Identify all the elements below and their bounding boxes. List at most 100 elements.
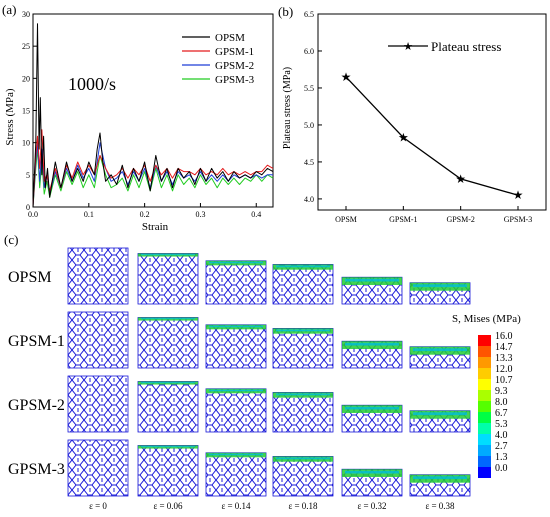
x-tick-label: OPSM [335,215,357,224]
star-marker: ★ [341,70,352,84]
panel-a-y-ticks: 0 5 10 15 20 25 30 [22,10,37,212]
y-tick-label: 10 [22,139,30,148]
contour-cell [67,247,129,305]
panel-a-x-ticks: 0.0 0.1 0.2 0.3 0.4 [28,203,261,219]
panel-b-legend: ★ Plateau stress [388,39,501,54]
panel-c-colorbar: 16.014.713.312.010.79.38.06.75.34.02.71.… [478,331,513,478]
legend-label: GPSM-2 [215,60,254,72]
lattice-outline [67,311,129,369]
legend-label: Plateau stress [431,39,501,54]
colorbar-label: 9.3 [495,386,508,397]
colorbar-swatch [478,423,491,434]
column-label: ε = 0.38 [425,501,455,511]
series-line-gpsm-1 [32,129,274,208]
lattice-structure [273,328,333,368]
lattice-outline [67,247,129,305]
y-tick-label: 15 [22,107,30,116]
lattice-structure [138,317,198,368]
contour-cell [409,346,471,369]
series-line-gpsm-3 [32,148,274,208]
star-marker: ★ [513,188,524,202]
y-tick-label: 25 [22,42,30,51]
high-stress-band [209,453,263,456]
legend-label: GPSM-3 [215,74,255,86]
x-tick-label: 0.0 [28,210,38,219]
contour-cell [137,445,199,497]
panel-a-x-axis-title: Strain [142,221,169,233]
high-stress-band [141,254,195,256]
panel-b-y-ticks: 4.0 4.5 5.0 5.5 6.0 6.5 [304,10,322,204]
lattice-structure [206,260,266,304]
panel-a-annotation: 1000/s [68,74,116,94]
high-stress-band [209,325,263,328]
colorbar-swatch [478,412,491,423]
row-label: GPSM-3 [8,461,65,478]
colorbar-label: 2.7 [495,441,508,452]
panel-b-x-ticks: OPSM GPSM-1 GPSM-2 GPSM-3 [335,206,532,224]
contour-cell [409,282,471,305]
y-tick-label: 6.5 [304,10,314,19]
plateau-stress-line [345,76,519,196]
colorbar-swatch [478,467,491,478]
contour-cell [205,324,267,369]
contour-cell [409,474,471,497]
panel-a: (a) Stress (MPa) Strain 1000/s 0 5 10 15 20 2… [2,2,274,233]
contour-cell [272,328,334,369]
contour-cell [341,340,403,369]
high-stress-band [209,389,263,392]
y-tick-label: 6.0 [304,47,314,56]
colorbar-label: 13.3 [495,353,513,364]
y-tick-label: 30 [22,10,30,19]
lattice-structure [68,376,128,432]
colorbar-swatch [478,390,491,401]
legend-label: OPSM [215,32,245,44]
lattice-structure [138,253,198,304]
lattice-structure [273,456,333,496]
star-marker: ★ [398,131,409,145]
colorbar-label: 14.7 [495,342,513,353]
colorbar-swatch [478,445,491,456]
contour-cell [67,439,129,497]
lattice-outline [67,439,129,497]
high-stress-band [345,278,399,282]
contour-cell [205,260,267,305]
panel-c-column-labels: ε = 0 ε = 0.06 ε = 0.14 ε = 0.18 ε = 0.32 ε =… [89,501,455,511]
panel-b-label: (b) [278,4,293,19]
panel-a-legend: OPSM GPSM-1 GPSM-2 GPSM-3 [182,32,255,86]
y-tick-label: 0 [26,203,30,212]
panel-b: (b) Plateau stress (MPa) 4.0 4.5 5.0 5.5 6.0… [278,4,547,224]
high-stress-band [345,470,399,474]
column-label: ε = 0.18 [288,501,318,511]
x-tick-label: GPSM-1 [389,215,417,224]
panel-b-series: ★ ★ ★ ★ [341,70,524,202]
y-tick-label: 5.0 [304,121,314,130]
lattice-structure [68,440,128,496]
colorbar-label: 1.3 [495,452,508,463]
high-stress-band [141,318,195,320]
contour-cell [272,392,334,433]
high-stress-band [413,284,467,288]
high-stress-band [413,348,467,352]
panel-a-series [32,23,274,208]
panel-b-y-axis-title: Plateau stress (MPa) [282,67,293,149]
lattice-structure [138,381,198,432]
high-stress-band [141,382,195,384]
panel-c-label: (c) [4,232,18,247]
lattice-structure [206,388,266,432]
lattice-structure [273,264,333,304]
colorbar-label: 6.7 [495,408,508,419]
lattice-structure [206,452,266,496]
colorbar-swatch [478,335,491,346]
contour-cell [137,253,199,305]
colorbar-label: 5.3 [495,419,508,430]
panel-a-y-axis-title: Stress (MPa) [4,88,16,145]
series-line-opsm [32,23,274,208]
high-stress-band [141,446,195,448]
y-tick-label: 4.5 [304,158,314,167]
panel-c: (c) OPSM GPSM-1 GPSM-2 GPSM-3 ε = 0 ε = 0.06… [4,232,521,511]
contour-cell [137,381,199,433]
contour-cell [341,276,403,305]
contour-cell [272,456,334,497]
colorbar-swatch [478,456,491,467]
x-tick-label: 0.3 [195,210,205,219]
